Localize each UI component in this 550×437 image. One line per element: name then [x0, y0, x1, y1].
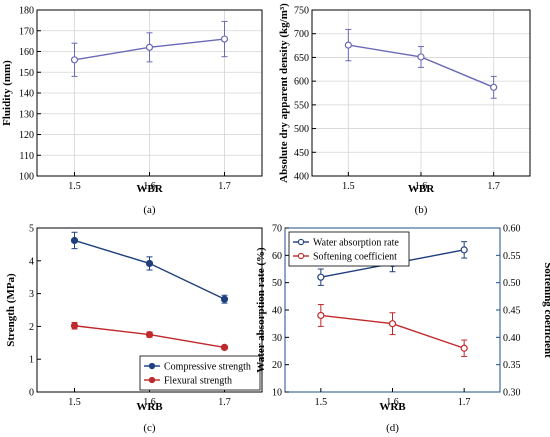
y-axis-label: Absolute dry apparent density (kg/m³): [278, 3, 290, 183]
x-tick-label: 1.6: [415, 181, 428, 192]
data-point: [388, 320, 397, 328]
x-tick-label: 1.5: [68, 181, 81, 192]
x-tick-label: 1.7: [218, 181, 231, 192]
data-point: [460, 246, 468, 254]
y-axis-label: Strength (MPa): [5, 273, 17, 347]
panel-label: (c): [143, 422, 156, 434]
y-tick-label: 2: [29, 322, 34, 333]
data-point: [70, 322, 79, 330]
y-right-tick-label: 0.45: [503, 306, 521, 317]
panel-b: 400 450 500 550 600 650 700 750 1.5 1.6 1.7 WBR Abso…: [278, 3, 531, 216]
panel-d: 10 20 30 40 50 60 70 0.30 0.35 0.40 0.45 0.50 0.55 0.…: [255, 224, 550, 435]
data-point: [70, 56, 79, 64]
x-tick-label: 1.6: [143, 397, 156, 408]
panel-label: (b): [415, 204, 428, 216]
y-right-tick-label: 0.55: [503, 251, 521, 262]
y-tick-label: 700: [294, 29, 309, 40]
legend-label: Softening coefficient: [313, 252, 397, 263]
x-tick-label: 1.7: [218, 397, 231, 408]
y-tick-label: 70: [272, 224, 282, 235]
data-point: [490, 83, 498, 91]
y-tick-label: 750: [294, 6, 309, 17]
x-axis-label: WBR: [408, 183, 435, 195]
data-point: [220, 295, 229, 303]
y-tick-label: 130: [19, 109, 34, 120]
y-right-tick-label: 0.60: [503, 224, 521, 235]
y-axis-label: Water absorption rate (%): [255, 247, 267, 373]
y-tick-label: 500: [294, 124, 309, 135]
data-point: [145, 43, 154, 51]
y-tick-label: 120: [19, 130, 34, 141]
y-right-tick-label: 0.30: [503, 388, 521, 399]
x-tick-label: 1.5: [68, 397, 81, 408]
y-tick-label: 5: [29, 224, 34, 235]
y-tick-label: 550: [294, 100, 309, 111]
y-tick-label: 110: [19, 151, 34, 162]
legend-swatch-marker: [297, 238, 305, 246]
legend-swatch-marker: [148, 376, 156, 384]
legend: Compressive strength Flexural strength: [139, 355, 261, 391]
y-tick-label: 400: [294, 172, 309, 183]
legend-label: Water absorption rate: [313, 238, 399, 249]
y-tick-label: 0: [29, 388, 34, 399]
legend-swatch-marker: [297, 252, 305, 260]
y-tick-label: 160: [19, 47, 34, 58]
data-point: [417, 53, 425, 61]
y-tick-label: 4: [29, 256, 34, 267]
y-tick-label: 30: [272, 333, 282, 344]
y-tick-label: 20: [272, 360, 282, 371]
x-axis-label: WRB: [379, 401, 406, 413]
y-tick-label: 40: [272, 306, 282, 317]
panel-c: 0 1 2 3 4 5 1.5 1.6 1.7 WRB Strength (MPa) (c) Compr…: [5, 224, 263, 434]
y-tick-label: 10: [272, 388, 282, 399]
y-axis-label: Fluidity (mm): [1, 60, 13, 126]
y-tick-label: 450: [294, 148, 309, 159]
y-tick-label: 3: [29, 289, 34, 300]
y-tick-label: 1: [29, 355, 34, 366]
y-tick-label: 170: [19, 26, 34, 37]
y-tick-label: 140: [19, 89, 34, 100]
data-point: [220, 35, 229, 43]
y-tick-label: 600: [294, 77, 309, 88]
data-point: [344, 41, 352, 49]
panel-label: (a): [143, 204, 156, 216]
y-tick-label: 50: [272, 278, 282, 289]
data-point: [317, 273, 325, 281]
panel-label: (d): [386, 422, 399, 434]
panel-a: 100 110 120 130 140 150 160 170 180 1.5 1.6 1.7 WBR F…: [1, 6, 263, 216]
y-tick-label: 150: [19, 68, 34, 79]
data-point: [220, 343, 229, 351]
legend-label: Compressive strength: [164, 362, 251, 373]
x-tick-label: 1.7: [458, 397, 471, 408]
legend-box: [288, 231, 410, 267]
legend: Water absorption rate Softening coefficie…: [288, 231, 410, 267]
data-point: [460, 344, 468, 352]
x-axis-label: WRB: [136, 401, 163, 413]
y-tick-label: 180: [19, 6, 34, 17]
y-right-tick-label: 0.35: [503, 360, 521, 371]
legend-label: Flexural strength: [164, 376, 232, 387]
y-tick-label: 100: [19, 172, 34, 183]
x-tick-label: 1.6: [143, 181, 156, 192]
y-tick-label: 650: [294, 53, 309, 64]
y-right-axis-label: Softening coefficient: [542, 262, 550, 358]
legend-box: [139, 355, 261, 391]
y-tick-label: 60: [272, 251, 282, 262]
legend-swatch-marker: [148, 362, 156, 370]
x-tick-label: 1.5: [342, 181, 355, 192]
data-point: [145, 331, 154, 339]
x-tick-label: 1.7: [487, 181, 500, 192]
y-right-tick-label: 0.40: [503, 333, 521, 344]
x-axis-label: WBR: [136, 183, 163, 195]
x-tick-label: 1.6: [386, 397, 399, 408]
x-tick-label: 1.5: [315, 397, 328, 408]
y-right-tick-label: 0.50: [503, 278, 521, 289]
data-point: [70, 236, 79, 245]
data-point: [145, 259, 154, 268]
data-point: [317, 311, 325, 320]
